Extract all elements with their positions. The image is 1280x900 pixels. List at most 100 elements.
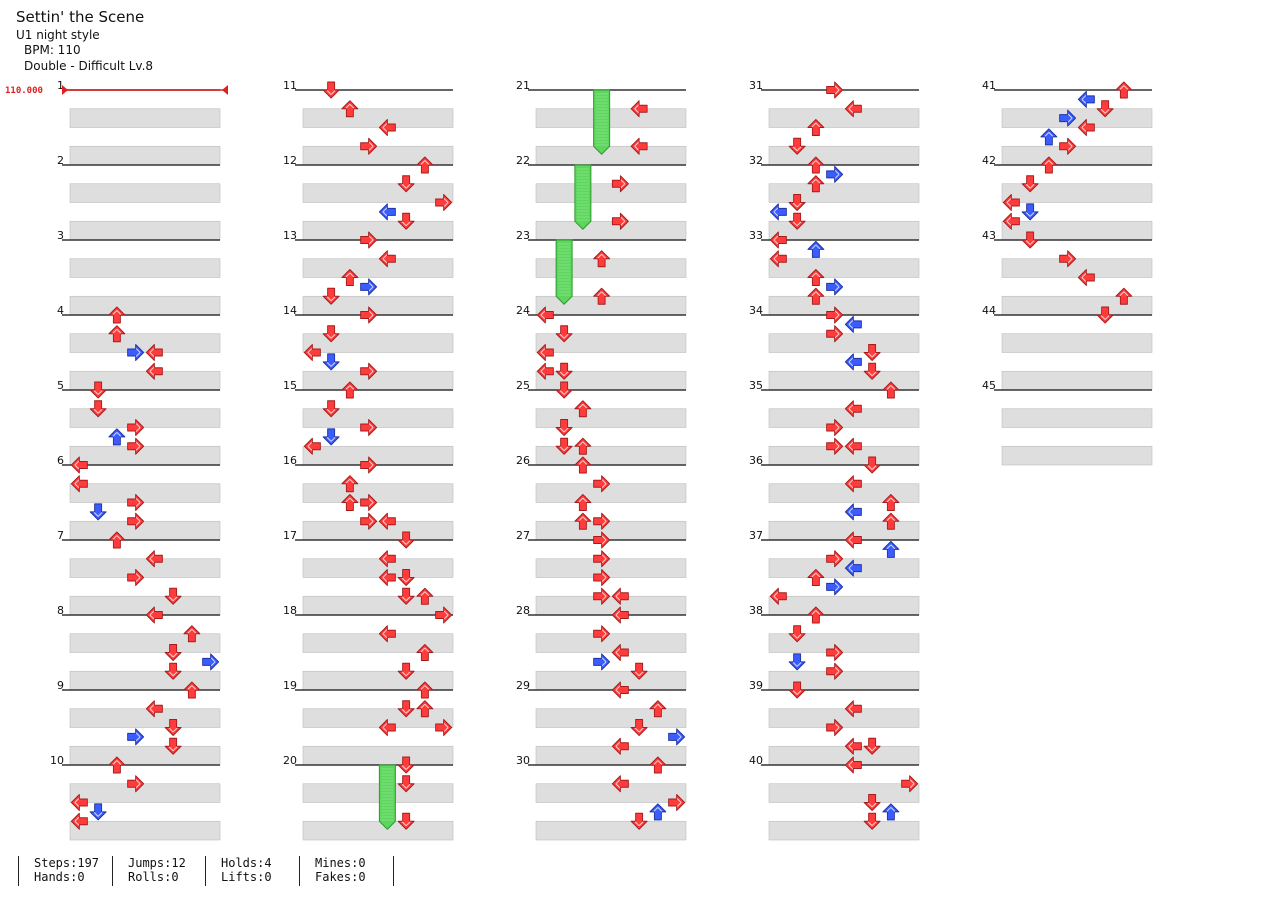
arrow-left-icon [145, 362, 163, 380]
measure-number: 36 [749, 454, 763, 467]
arrow-highlight [326, 333, 336, 339]
arrow-shape [378, 550, 396, 568]
arrow-shape [844, 400, 862, 418]
arrow-shape [630, 100, 648, 118]
bpm-start-tick [62, 85, 68, 95]
measure-number: 41 [982, 79, 996, 92]
arrow-shape [593, 625, 611, 643]
measure-number: 45 [982, 379, 996, 392]
arrow-shape [1077, 90, 1095, 108]
measure-number: 19 [283, 679, 297, 692]
arrow-shape [788, 194, 806, 211]
arrow-left-icon [611, 587, 629, 605]
arrow-shape [593, 512, 611, 530]
arrow-highlight [420, 685, 430, 690]
arrow-shape [574, 400, 592, 418]
arrow-shape [593, 287, 611, 305]
beat-band [1001, 220, 1153, 241]
arrow-left-icon [145, 700, 163, 718]
arrow-shape [322, 81, 340, 99]
arrow-right-icon [826, 578, 844, 596]
arrow-highlight [867, 746, 877, 752]
hold-note [555, 239, 573, 305]
measure-number: 20 [283, 754, 297, 767]
arrow-highlight [848, 104, 854, 114]
arrow-down-icon [322, 81, 340, 99]
beat-band [69, 745, 221, 766]
arrow-shape [70, 475, 88, 493]
measure-42: 42 [982, 154, 1153, 241]
arrow-up-icon [341, 269, 359, 286]
arrow-shape [630, 662, 648, 680]
arrow-highlight [93, 512, 103, 517]
beat-band [302, 370, 454, 391]
beat-band [535, 333, 687, 353]
arrow-shape [360, 306, 378, 324]
beat-band [302, 483, 454, 503]
arrow-shape [70, 812, 88, 830]
arrow-shape [807, 175, 825, 193]
arrow-left-icon [378, 550, 396, 568]
arrow-highlight [401, 221, 411, 227]
arrow-highlight [811, 244, 821, 250]
measure-number: 26 [516, 454, 530, 467]
arrow-highlight [135, 573, 141, 582]
arrow-up-icon [807, 175, 825, 193]
arrow-highlight [401, 596, 411, 602]
arrow-highlight [615, 779, 621, 789]
arrow-left-icon [844, 400, 862, 418]
arrow-highlight [653, 703, 663, 709]
arrow-shape [378, 250, 396, 268]
arrow-shape [826, 165, 844, 183]
arrow-highlight [401, 577, 411, 583]
arrow-shape [574, 437, 592, 455]
arrow-down-icon [1021, 231, 1039, 249]
arrow-left-icon [630, 100, 648, 118]
arrow-highlight [848, 704, 854, 714]
arrow-down-icon [788, 625, 806, 643]
beat-band [1001, 258, 1153, 278]
arrow-right-icon [435, 194, 453, 211]
arrow-right-icon [668, 728, 686, 746]
arrow-shape [574, 456, 592, 474]
arrow-right-icon [360, 278, 378, 296]
arrow-left-icon [378, 512, 396, 530]
arrow-highlight [382, 573, 388, 582]
measure-number: 35 [749, 379, 763, 392]
arrow-up-icon [416, 156, 434, 174]
beat-band [302, 520, 454, 541]
stat-rolls: Rolls:0 [128, 870, 179, 884]
stats-group-mines: Mines:0 Fakes:0 [299, 856, 366, 886]
arrow-right-icon [668, 794, 686, 811]
arrow-highlight [149, 704, 155, 714]
measure-16: 16 [283, 454, 454, 541]
arrow-highlight [112, 535, 122, 540]
arrow-shape [788, 653, 806, 671]
arrow-right-icon [360, 231, 378, 249]
arrow-shape [378, 119, 396, 136]
measure-number: 40 [749, 754, 763, 767]
arrow-highlight [792, 633, 802, 639]
arrow-highlight [834, 648, 840, 657]
arrow-shape [593, 550, 611, 568]
measure-21: 21 [516, 79, 687, 166]
beat-band [535, 633, 687, 653]
arrow-highlight [168, 652, 178, 658]
arrow-highlight [909, 779, 915, 789]
arrow-down-icon [555, 381, 573, 399]
arrow-up-icon [183, 681, 201, 699]
arrow-highlight [401, 708, 411, 714]
arrow-highlight [834, 582, 840, 592]
arrow-highlight [382, 554, 388, 564]
measure-15: 15 [283, 379, 454, 466]
arrow-highlight [326, 296, 336, 302]
arrow-up-icon [416, 587, 434, 605]
arrow-shape [826, 719, 844, 736]
arrow-highlight [135, 423, 141, 432]
arrow-left-icon [1002, 212, 1020, 230]
arrow-shape [322, 287, 340, 305]
beat-band [302, 108, 454, 128]
measure-31: 31 [749, 79, 920, 166]
measure-number: 32 [749, 154, 763, 167]
arrow-shape [844, 315, 862, 333]
